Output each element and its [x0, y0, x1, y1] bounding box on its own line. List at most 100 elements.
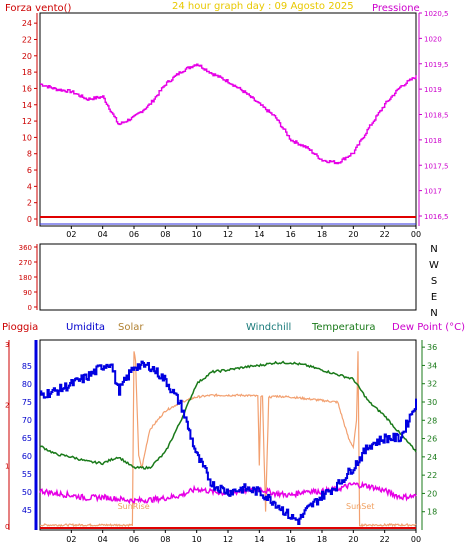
compass-direction-label: W [429, 260, 439, 271]
humidity-axis-tick-label: 45 [22, 506, 32, 515]
time-axis-tick-label: 10 [192, 535, 202, 544]
bottom-plot-frame [39, 339, 417, 531]
temperature-axis-tick-label: 20 [427, 489, 437, 498]
pressure-axis-tick-label: 1018,5 [424, 112, 449, 120]
temperature-axis-tick-label: 28 [427, 416, 437, 425]
rain-axis-tick-label: 1 [5, 462, 9, 470]
wind-axis-tick-label: 22 [22, 35, 32, 44]
time-axis-tick-label: 22 [380, 535, 390, 544]
time-axis-tick-label: 22 [380, 230, 390, 239]
temperature-axis-tick-label: 18 [427, 508, 437, 517]
humidity-axis-tick-label: 80 [22, 380, 32, 389]
time-axis-tick-label: 00 [411, 230, 421, 239]
windchill-axis-title: Windchill [246, 322, 291, 333]
humidity-axis-tick-label: 70 [22, 416, 32, 425]
direction-axis-tick-label: 360 [19, 244, 32, 252]
temperature-axis-tick-label: 36 [427, 343, 437, 352]
time-axis-tick-label: 16 [286, 230, 296, 239]
time-axis-tick-label: 02 [66, 535, 76, 544]
time-axis-tick-label: 12 [223, 535, 233, 544]
sunrise-label: SunRise [118, 502, 150, 511]
pressure-axis-tick-label: 1019 [424, 86, 442, 94]
temperature-series [39, 360, 417, 470]
direction-axis-tick-label: 0 [28, 304, 32, 312]
rain-axis-tick-label: 3 [5, 341, 9, 349]
dewpoint-axis-title: Dew Point (°C) [392, 322, 465, 333]
temperature-axis-tick-label: 32 [427, 380, 437, 389]
pressure-axis-tick-label: 1018 [424, 137, 442, 145]
pressure-axis-tick-label: 1017,5 [424, 162, 449, 170]
pressure-axis-tick-label: 1017 [424, 188, 442, 196]
rain-axis-tick-label: 0 [5, 523, 9, 531]
compass-direction-label: S [431, 276, 437, 287]
time-axis-tick-label: 20 [348, 535, 358, 544]
humidity-axis-tick-label: 85 [22, 362, 32, 371]
compass-direction-label: E [431, 292, 437, 303]
humidity-series [40, 360, 417, 525]
time-axis-tick-label: 08 [160, 230, 170, 239]
wind-axis-tick-label: 20 [22, 52, 32, 61]
time-axis-tick-label: 16 [286, 535, 296, 544]
wind-axis-tick-label: 2 [27, 199, 32, 208]
sunset-label: SunSet [346, 502, 374, 511]
time-axis-tick-label: 06 [129, 230, 139, 239]
humidity-axis-tick-label: 60 [22, 452, 32, 461]
wind-axis-tick-label: 6 [27, 166, 32, 175]
pressure-axis-tick-label: 1020,5 [424, 10, 449, 18]
top-plot-frame [39, 12, 417, 227]
solar-axis-title: Solar [118, 322, 144, 333]
pressure-series [40, 63, 417, 165]
time-axis-tick-label: 10 [192, 230, 202, 239]
compass-direction-label: N [430, 244, 437, 255]
time-axis-tick-label: 14 [254, 230, 264, 239]
direction-plot-frame [39, 243, 417, 311]
solar-series [39, 351, 417, 528]
humidity-axis-title: Umidita [66, 322, 105, 333]
time-axis-tick-label: 00 [411, 535, 421, 544]
wind-axis-tick-label: 16 [22, 84, 32, 93]
time-axis-tick-label: 04 [98, 535, 108, 544]
wind-axis-tick-label: 0 [27, 215, 32, 224]
direction-axis-tick-label: 180 [19, 274, 32, 282]
humidity-axis-tick-label: 55 [22, 470, 32, 479]
wind-axis-title: Forza vento() [5, 3, 72, 14]
temperature-axis-tick-label: 24 [427, 453, 437, 462]
time-axis-tick-label: 02 [66, 230, 76, 239]
time-axis-tick-label: 20 [348, 230, 358, 239]
wind-axis-tick-label: 8 [27, 150, 32, 159]
time-axis-tick-label: 12 [223, 230, 233, 239]
wind-axis-tick-label: 14 [22, 101, 32, 110]
time-axis-tick-label: 18 [317, 535, 327, 544]
rain-axis-title: Pioggia [2, 322, 38, 333]
wind-axis-tick-label: 18 [22, 68, 32, 77]
temperature-axis-tick-label: 22 [427, 471, 437, 480]
wind-axis-tick-label: 24 [22, 19, 32, 28]
temperature-axis-title: Temperatura [311, 322, 376, 333]
time-axis-tick-label: 18 [317, 230, 327, 239]
time-axis-tick-label: 04 [98, 230, 108, 239]
direction-axis-tick-label: 90 [23, 289, 32, 297]
chart-title: 24 hour graph day : 09 Agosto 2025 [172, 1, 354, 12]
wind-pressure-panel: 0246810121416182022241016,510171017,5101… [22, 10, 449, 239]
temperature-axis-tick-label: 34 [427, 361, 437, 370]
pressure-axis-tick-label: 1019,5 [424, 61, 449, 69]
wind-axis-tick-label: 4 [27, 182, 32, 191]
time-axis-tick-label: 06 [129, 535, 139, 544]
temperature-axis-tick-label: 30 [427, 398, 437, 407]
direction-axis-tick-label: 270 [19, 259, 32, 267]
humidity-axis-tick-label: 50 [22, 488, 32, 497]
wind-axis-tick-label: 12 [22, 117, 32, 126]
pressure-axis-title: Pressione [372, 3, 420, 14]
rain-axis-tick-label: 2 [5, 402, 9, 410]
humidity-axis-tick-label: 75 [22, 398, 32, 407]
humidity-axis-tick-label: 65 [22, 434, 32, 443]
time-axis-tick-label: 14 [254, 535, 264, 544]
wind-axis-tick-label: 10 [22, 133, 32, 142]
temp-humidity-panel: 3210455055606570758085182022242628303234… [5, 339, 437, 544]
pressure-axis-tick-label: 1016,5 [424, 213, 449, 221]
pressure-axis-tick-label: 1020 [424, 35, 442, 43]
compass-direction-label: N [430, 308, 437, 319]
